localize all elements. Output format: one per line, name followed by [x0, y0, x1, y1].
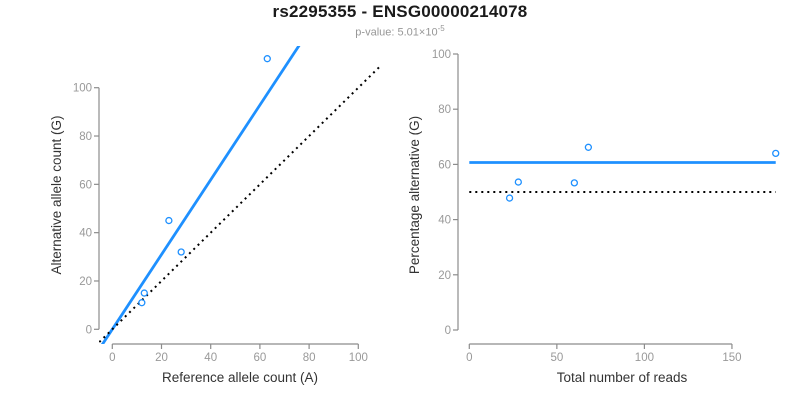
x-tick-label: 0 — [466, 352, 472, 364]
right-plot: 0 50 100 150 0 20 40 60 80 100 Total number of rea… — [407, 49, 780, 385]
p-value-exponent: -5 — [437, 24, 445, 33]
x-tick-label: 40 — [204, 352, 217, 364]
x-tick-label: 50 — [550, 352, 563, 364]
plot-lines — [99, 46, 381, 344]
y-tick-label: 0 — [445, 325, 451, 337]
plot-lines — [469, 161, 776, 193]
data-point — [505, 194, 514, 202]
y-tick-label: 40 — [79, 228, 92, 240]
data-point — [514, 178, 522, 186]
x-tick-label: 100 — [349, 352, 368, 364]
p-value-text: p-value: 5.01×10 — [355, 26, 438, 39]
x-tick-label: 80 — [303, 352, 316, 364]
x-tick-label: 0 — [109, 352, 115, 364]
p-value-subtitle: p-value: 5.01×10-5 — [0, 24, 800, 39]
y-tick-label: 80 — [79, 131, 92, 143]
x-tick-label: 100 — [635, 352, 654, 364]
y-tick-label: 60 — [438, 159, 451, 171]
y-tick-label: 20 — [79, 276, 92, 288]
data-point — [177, 248, 185, 256]
x-tick-label: 20 — [155, 352, 168, 364]
y-axis-title: Percentage alternative (G) — [407, 116, 422, 274]
data-point — [138, 299, 146, 307]
identity-line — [99, 64, 381, 344]
data-point — [165, 216, 173, 225]
fit-line — [100, 46, 301, 344]
y-tick-label: 60 — [79, 179, 92, 191]
data-point — [584, 143, 593, 151]
x-tick-label: 60 — [254, 352, 267, 364]
y-axis-title: Alternative allele count (G) — [49, 115, 64, 274]
x-tick-label: 150 — [722, 352, 741, 364]
x-axis-title: Reference allele count (A) — [162, 370, 318, 385]
page-title: rs2295355 - ENSG00000214078 — [272, 2, 528, 21]
data-point — [263, 55, 271, 63]
y-tick-label: 40 — [438, 215, 451, 227]
plot-header: rs2295355 - ENSG00000214078 p-value: 5.0… — [0, 0, 800, 39]
y-tick-label: 100 — [73, 83, 92, 95]
data-point — [772, 149, 780, 158]
y-tick-label: 20 — [438, 270, 451, 282]
data-point — [570, 179, 579, 187]
data-point — [140, 289, 148, 297]
x-axis-title: Total number of reads — [557, 370, 688, 385]
y-tick-label: 0 — [86, 324, 92, 336]
y-tick-label: 100 — [432, 49, 451, 61]
left-plot: 0 20 40 60 80 100 0 20 40 60 80 100 Reference allele… — [49, 46, 381, 385]
y-tick-label: 80 — [438, 104, 451, 116]
